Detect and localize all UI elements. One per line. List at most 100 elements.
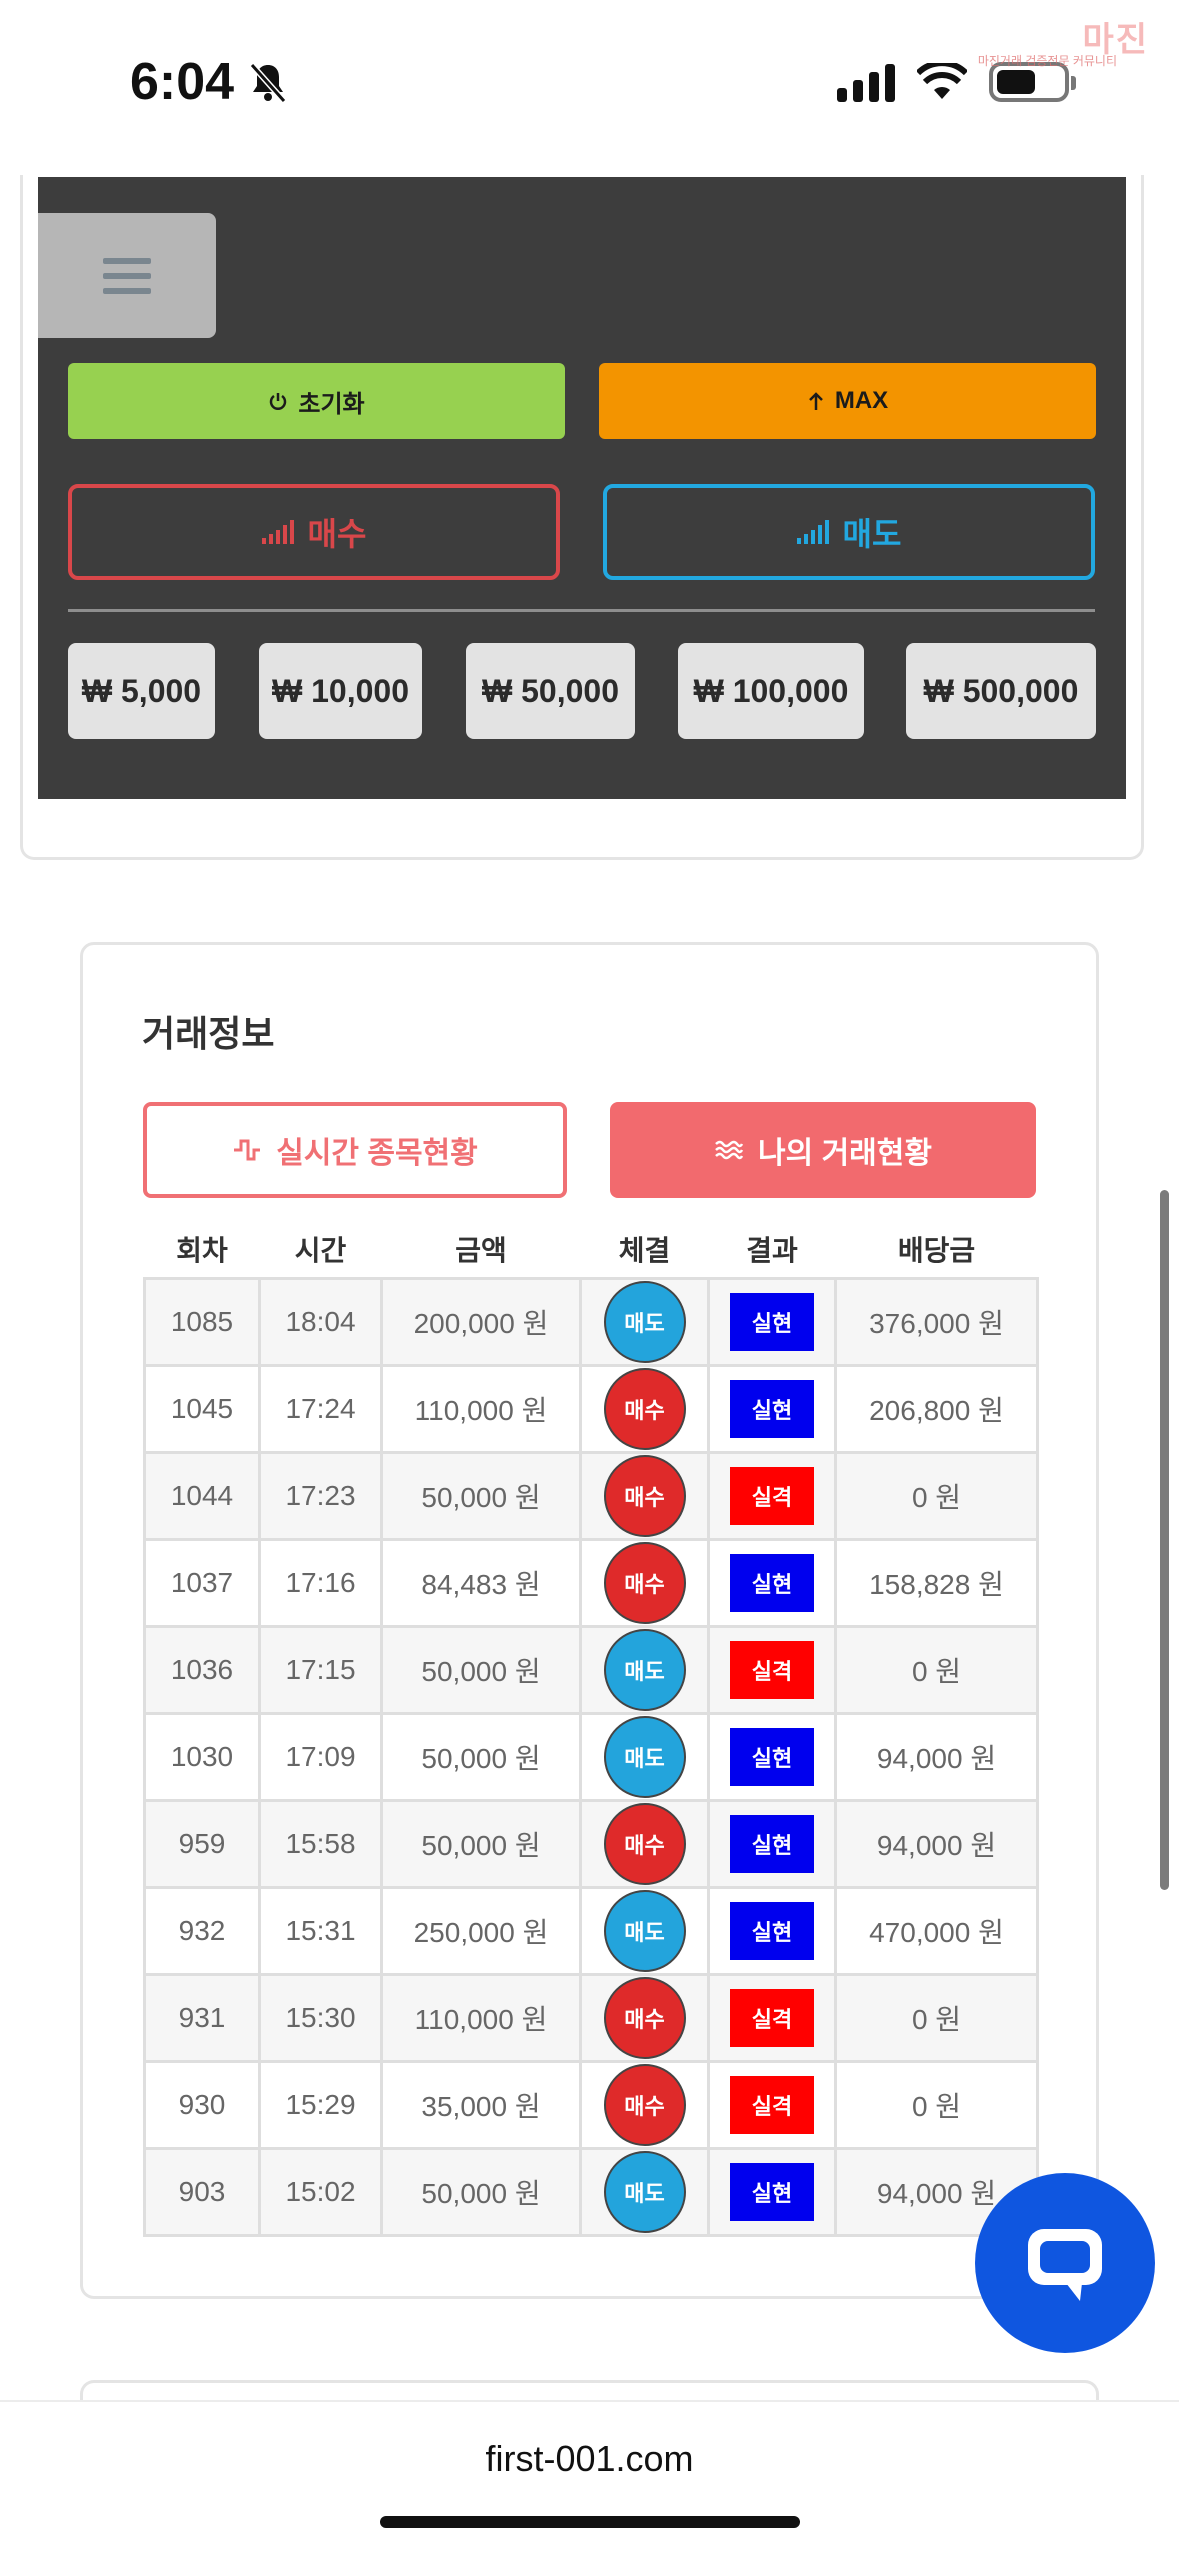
cell-time: 15:31 <box>258 1885 383 1976</box>
amount-button-100000[interactable]: ₩ 100,000 <box>678 643 864 739</box>
cell-round: 959 <box>143 1798 261 1889</box>
cell-payout: 0 원 <box>834 1624 1039 1715</box>
result-badge: 실현 <box>730 1901 814 1960</box>
reset-label: 초기화 <box>298 390 365 418</box>
column-header-result: 결과 <box>746 1235 798 1267</box>
cell-time: 17:16 <box>258 1537 383 1628</box>
table-row: 1044 17:23 50,000 원 매수 실격 0 원 <box>143 1450 1039 1541</box>
sell-button[interactable]: 매도 <box>603 484 1095 580</box>
waves-icon <box>715 1140 744 1160</box>
side-badge: 매수 <box>603 1541 686 1624</box>
url-text[interactable]: first-001.com <box>485 2438 694 2479</box>
cell-time: 15:58 <box>258 1798 383 1889</box>
amount-button-10000[interactable]: ₩ 10,000 <box>259 643 422 739</box>
result-badge: 실현 <box>730 1727 814 1786</box>
result-badge: 실격 <box>730 1466 814 1525</box>
column-header-round: 회차 <box>176 1235 228 1267</box>
cell-amount: 84,483 원 <box>380 1537 582 1628</box>
pulse-icon <box>234 1139 261 1161</box>
buy-button[interactable]: 매수 <box>68 484 560 580</box>
table-row: 931 15:30 110,000 원 매수 실격 0 원 <box>143 1972 1039 2063</box>
cell-payout: 0 원 <box>834 1972 1039 2063</box>
cell-side: 매도 <box>579 1276 710 1367</box>
cell-side: 매수 <box>579 2059 710 2150</box>
result-badge: 실현 <box>730 1379 814 1438</box>
reset-button[interactable]: 초기화 <box>68 363 565 439</box>
home-indicator[interactable] <box>380 2516 800 2528</box>
side-badge: 매수 <box>603 1454 686 1537</box>
browser-address-bar[interactable] <box>0 2400 1179 2556</box>
cell-side: 매수 <box>579 1798 710 1889</box>
clock-text: 6:04 <box>130 53 235 111</box>
result-badge: 실현 <box>730 1814 814 1873</box>
amount-button-500000[interactable]: ₩ 500,000 <box>906 643 1096 739</box>
sell-label: 매도 <box>842 516 902 552</box>
column-header-amount: 금액 <box>455 1235 507 1267</box>
battery-icon <box>989 62 1076 102</box>
cell-result: 실현 <box>707 1885 837 1976</box>
cell-time: 18:04 <box>258 1276 383 1367</box>
arrow-up-icon <box>808 392 823 410</box>
side-badge: 매도 <box>603 2150 686 2233</box>
signal-bars-icon <box>261 520 294 544</box>
cell-side: 매수 <box>579 1537 710 1628</box>
cell-side: 매도 <box>579 2146 710 2237</box>
cell-time: 17:15 <box>258 1624 383 1715</box>
cell-result: 실현 <box>707 1711 837 1802</box>
control-divider <box>68 609 1095 612</box>
wifi-icon <box>917 63 967 99</box>
table-row: 932 15:31 250,000 원 매도 실현 470,000 원 <box>143 1885 1039 1976</box>
result-badge: 실현 <box>730 1553 814 1612</box>
max-button[interactable]: MAX <box>599 363 1096 439</box>
watermark-title: 마진 <box>1082 21 1149 59</box>
cell-result: 실현 <box>707 1276 837 1367</box>
table-row: 1045 17:24 110,000 원 매수 실현 206,800 원 <box>143 1363 1039 1454</box>
column-header-payout: 배당금 <box>897 1235 976 1267</box>
status-icons <box>837 62 1076 102</box>
watermark-logo: 마진 마진거래 검증전문 커뮤니티 <box>939 8 1169 68</box>
side-badge: 매수 <box>603 1976 686 2059</box>
cell-round: 1036 <box>143 1624 261 1715</box>
buy-label: 매수 <box>307 516 367 552</box>
cell-side: 매도 <box>579 1711 710 1802</box>
cell-amount: 50,000 원 <box>380 1450 582 1541</box>
cell-round: 1044 <box>143 1450 261 1541</box>
cell-amount: 35,000 원 <box>380 2059 582 2150</box>
table-row: 1030 17:09 50,000 원 매도 실현 94,000 원 <box>143 1711 1039 1802</box>
cell-result: 실격 <box>707 1972 837 2063</box>
result-badge: 실격 <box>730 1640 814 1699</box>
cell-round: 903 <box>143 2146 261 2237</box>
result-badge: 실현 <box>730 1292 814 1351</box>
cell-time: 15:30 <box>258 1972 383 2063</box>
table-row: 959 15:58 50,000 원 매수 실현 94,000 원 <box>143 1798 1039 1889</box>
cell-time: 15:02 <box>258 2146 383 2237</box>
cell-amount: 200,000 원 <box>380 1276 582 1367</box>
cell-result: 실현 <box>707 1798 837 1889</box>
chat-button[interactable] <box>975 2173 1155 2353</box>
cell-side: 매수 <box>579 1972 710 2063</box>
cell-amount: 250,000 원 <box>380 1885 582 1976</box>
menu-button[interactable] <box>38 213 216 338</box>
tab-my-trades[interactable]: 나의 거래현황 <box>610 1102 1036 1198</box>
cell-result: 실격 <box>707 2059 837 2150</box>
cell-time: 17:23 <box>258 1450 383 1541</box>
cell-result: 실현 <box>707 2146 837 2237</box>
amount-button-5000[interactable]: ₩ 5,000 <box>68 643 215 739</box>
amount-button-50000[interactable]: ₩ 50,000 <box>466 643 635 739</box>
chat-bubble-icon <box>1028 2229 1102 2301</box>
table-row: 903 15:02 50,000 원 매도 실현 94,000 원 <box>143 2146 1039 2237</box>
table-row: 1037 17:16 84,483 원 매수 실현 158,828 원 <box>143 1537 1039 1628</box>
cell-amount: 50,000 원 <box>380 1798 582 1889</box>
cell-time: 17:24 <box>258 1363 383 1454</box>
table-header-row: 회차 시간 금액 체결 결과 배당금 <box>145 1222 1038 1278</box>
cell-result: 실격 <box>707 1450 837 1541</box>
cell-round: 1045 <box>143 1363 261 1454</box>
power-icon <box>270 393 287 410</box>
cell-round: 1030 <box>143 1711 261 1802</box>
cell-round: 930 <box>143 2059 261 2150</box>
cell-side: 매수 <box>579 1450 710 1541</box>
tab-live-status[interactable]: 실시간 종목현황 <box>143 1102 567 1198</box>
result-badge: 실격 <box>730 1988 814 2047</box>
cell-payout: 470,000 원 <box>834 1885 1039 1976</box>
page-scrollbar[interactable] <box>1160 1190 1169 1890</box>
